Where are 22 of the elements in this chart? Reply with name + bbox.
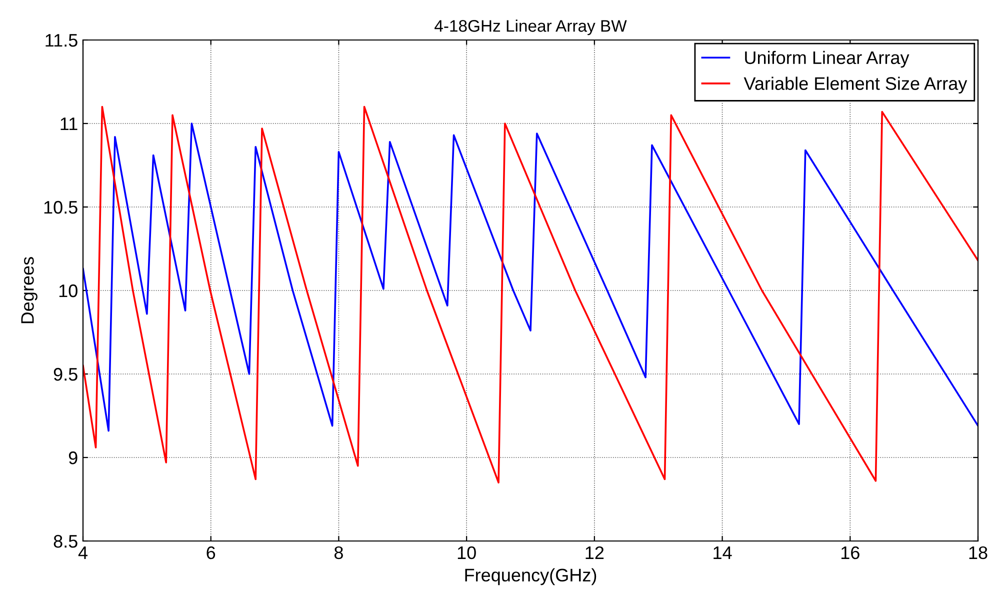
x-tick-label: 8 <box>334 546 343 560</box>
y-tick-label: 10.5 <box>44 200 78 214</box>
y-tick-label: 9.5 <box>54 368 78 381</box>
y-tick-label: 11 <box>60 118 78 130</box>
legend-label: Variable Element Size Array <box>744 76 968 94</box>
x-tick-label: 18 <box>969 546 988 560</box>
y-tick-label: 8.5 <box>54 534 78 548</box>
y-tick-label: 11.5 <box>46 34 78 47</box>
x-axis-title: Frequency(GHz) <box>465 568 596 586</box>
x-tick-label: 6 <box>206 546 216 560</box>
y-tick-label: 10 <box>59 284 78 298</box>
x-tick-label: 12 <box>586 546 604 559</box>
x-tick-label: 10 <box>458 546 476 560</box>
x-tick-label: 4 <box>78 546 88 559</box>
y-axis-title: Degrees <box>21 257 38 324</box>
line-series <box>83 106 978 484</box>
chart-title: 4-18GHz Linear Array BW <box>434 20 627 36</box>
line-series <box>83 122 978 432</box>
y-tick-label: 9 <box>68 451 78 464</box>
x-tick-label: 16 <box>841 546 860 560</box>
x-tick-label: 14 <box>714 546 732 559</box>
legend-label: Uniform Linear Array <box>745 50 910 68</box>
